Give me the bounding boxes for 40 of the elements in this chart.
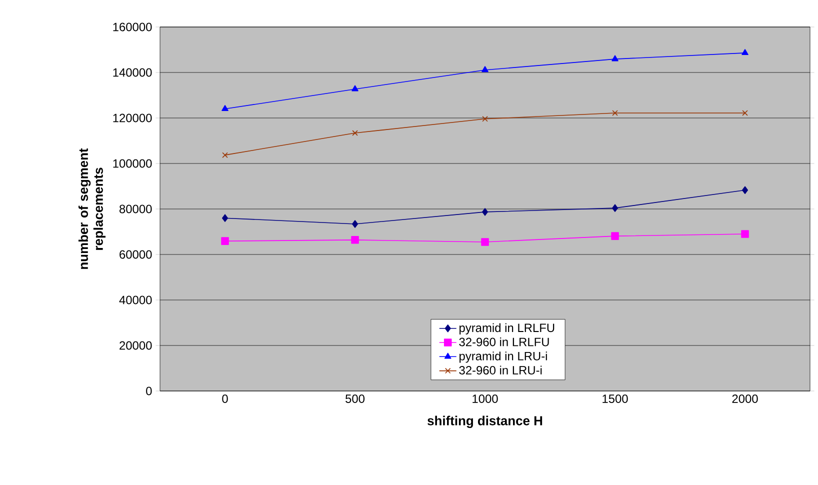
x-axis-title: shifting distance H — [428, 416, 542, 428]
point — [222, 104, 228, 112]
point — [741, 230, 749, 238]
point — [742, 49, 748, 56]
x-tick-label: 0 — [222, 394, 228, 403]
legend-label: pyramid in LRU-i — [460, 352, 547, 363]
point — [742, 186, 748, 194]
legend-label: 32-960 in LRU-i — [459, 366, 542, 374]
y-tick-label: 20000 — [120, 341, 152, 350]
y-tick-label: 160000 — [113, 22, 152, 32]
y-tick-label: 100000 — [113, 159, 152, 168]
x-tick-label: 2000 — [732, 394, 758, 403]
point — [482, 116, 488, 122]
point — [481, 238, 489, 246]
point — [351, 236, 359, 244]
point — [742, 110, 748, 116]
x-tick-label: 1000 — [472, 394, 498, 403]
y-tick-label: 40000 — [119, 296, 152, 304]
legend-label: 32-960 in LRLFU — [459, 337, 549, 346]
point — [482, 66, 488, 72]
x-tick-label: 1500 — [602, 394, 628, 403]
point — [352, 220, 358, 228]
point — [611, 232, 619, 240]
y-tick-label: 0 — [146, 386, 152, 396]
y-axis-title: number of segment replacements — [78, 148, 106, 269]
y-tick-label: 80000 — [120, 204, 152, 214]
y-tick-label: 60000 — [120, 250, 152, 259]
point — [222, 214, 228, 222]
point — [612, 110, 618, 116]
x-tick-label: 500 — [346, 394, 365, 403]
y-tick-label: 140000 — [113, 68, 152, 77]
point — [221, 237, 229, 245]
legend-label: pyramid in LRLFU — [460, 323, 554, 334]
point — [612, 55, 618, 62]
point — [612, 204, 618, 212]
y-tick-label: 120000 — [113, 114, 152, 122]
point — [352, 85, 358, 92]
point — [222, 152, 228, 158]
point — [482, 208, 488, 216]
point — [352, 130, 358, 136]
